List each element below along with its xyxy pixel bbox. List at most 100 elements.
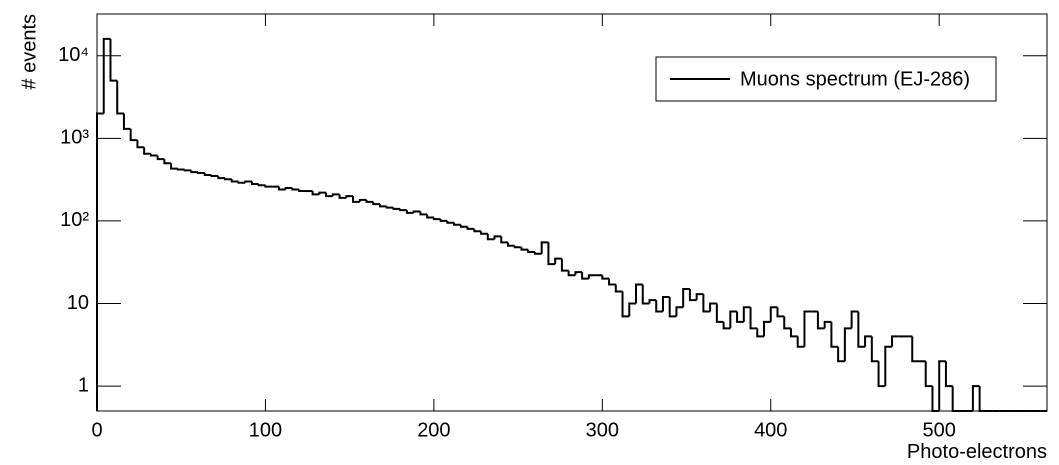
histogram-bin — [250, 181, 259, 185]
y-tick-label: 10³ — [60, 127, 89, 149]
histogram-bin — [547, 242, 556, 266]
histogram-bin — [136, 140, 145, 149]
histogram-bin — [944, 361, 953, 388]
histogram-bin — [581, 272, 589, 280]
histogram-bin — [830, 321, 839, 348]
histogram-bin — [742, 306, 751, 322]
histogram-bin — [149, 153, 158, 157]
histogram-bin — [183, 169, 192, 172]
histogram-bin — [560, 258, 569, 272]
histogram-bin — [675, 306, 684, 317]
histogram-bin — [729, 310, 738, 329]
histogram-bin — [628, 302, 637, 317]
histogram-bin — [237, 181, 246, 184]
x-tick-label: 500 — [923, 419, 956, 441]
y-tick-label: 10² — [60, 209, 89, 231]
histogram-bin — [244, 180, 252, 183]
histogram-bin — [331, 193, 340, 197]
histogram-bin — [884, 345, 893, 387]
histogram-bin — [641, 284, 650, 305]
histogram-bin — [378, 204, 387, 208]
histogram-bin — [891, 335, 899, 347]
histogram-bin — [365, 199, 374, 203]
histogram-bin — [264, 185, 273, 188]
histogram-bin — [823, 320, 832, 329]
histogram-bin — [978, 386, 987, 412]
x-axis-label: Photo-electrons — [907, 441, 1047, 463]
histogram-bin — [513, 245, 522, 249]
histogram-bin — [857, 311, 866, 348]
histogram-bin — [358, 198, 367, 202]
histogram-bin — [480, 231, 488, 235]
histogram-bin — [702, 294, 711, 313]
histogram-bin — [122, 113, 131, 130]
histogram-bin — [453, 222, 461, 226]
histogram-bin — [567, 270, 576, 277]
histogram-bin — [385, 206, 394, 209]
histogram-bin — [116, 80, 124, 115]
histogram-bin — [190, 170, 199, 174]
histogram-bin — [789, 328, 798, 338]
histogram-bin — [156, 155, 165, 161]
histogram-bin — [668, 296, 677, 318]
histogram-bin — [601, 275, 610, 280]
histogram-bin — [170, 163, 178, 170]
histogram-bin — [486, 233, 495, 241]
histogram-bin — [210, 174, 219, 177]
y-tick-label: 10 — [67, 292, 89, 314]
histogram-bin — [412, 210, 421, 213]
histogram-bin — [143, 147, 151, 155]
histogram-bin — [648, 299, 657, 304]
histogram-bin — [338, 194, 347, 199]
histogram-bin — [419, 211, 428, 216]
histogram-bin — [459, 224, 468, 228]
histogram-bin — [96, 112, 104, 411]
histogram-bin — [608, 278, 616, 286]
histogram-bin — [257, 183, 266, 187]
y-axis-label: # events — [18, 14, 40, 90]
histogram-bin — [439, 219, 448, 222]
histogram-bin — [924, 361, 933, 388]
histogram-bin — [803, 310, 812, 347]
histogram-bin — [688, 288, 697, 302]
histogram-bin — [971, 385, 980, 411]
histogram-bin — [587, 274, 596, 279]
histogram-bin — [291, 188, 300, 191]
histogram-bin — [473, 228, 482, 233]
histogram-bin — [432, 217, 441, 221]
histogram-bin — [466, 226, 475, 230]
histogram-bin — [635, 283, 643, 304]
histogram-bin — [621, 291, 630, 318]
histogram-bin — [709, 302, 717, 312]
histogram-bin — [311, 191, 320, 196]
histogram-bin — [352, 196, 360, 203]
x-tick-label: 400 — [754, 419, 787, 441]
histogram-bin — [850, 310, 859, 329]
histogram-bin — [749, 307, 758, 330]
x-tick-label: 0 — [91, 419, 102, 441]
histogram-bin — [298, 189, 306, 193]
histogram-bin — [446, 220, 455, 224]
histogram-bin — [506, 242, 515, 247]
histogram-bin — [870, 336, 879, 363]
histogram-bin — [837, 346, 845, 363]
histogram-bin — [877, 361, 886, 388]
histogram-bin — [695, 293, 704, 301]
histogram-bin — [405, 210, 414, 214]
legend-label: Muons spectrum (EJ-286) — [740, 68, 970, 90]
histogram-bin — [736, 311, 744, 323]
x-tick-label: 300 — [586, 419, 619, 441]
histogram-bin — [399, 208, 407, 212]
histogram-bin — [102, 37, 111, 114]
histogram-bin — [533, 252, 542, 255]
histogram-bin — [129, 128, 138, 142]
histogram-bin — [816, 311, 825, 330]
histogram-bin — [574, 271, 583, 276]
histogram-bin — [217, 175, 226, 180]
histogram-bin — [682, 287, 690, 308]
histogram-bin — [783, 316, 791, 330]
histogram-bin — [345, 195, 354, 198]
histogram-bin — [864, 335, 872, 347]
histogram-bin — [230, 179, 239, 183]
